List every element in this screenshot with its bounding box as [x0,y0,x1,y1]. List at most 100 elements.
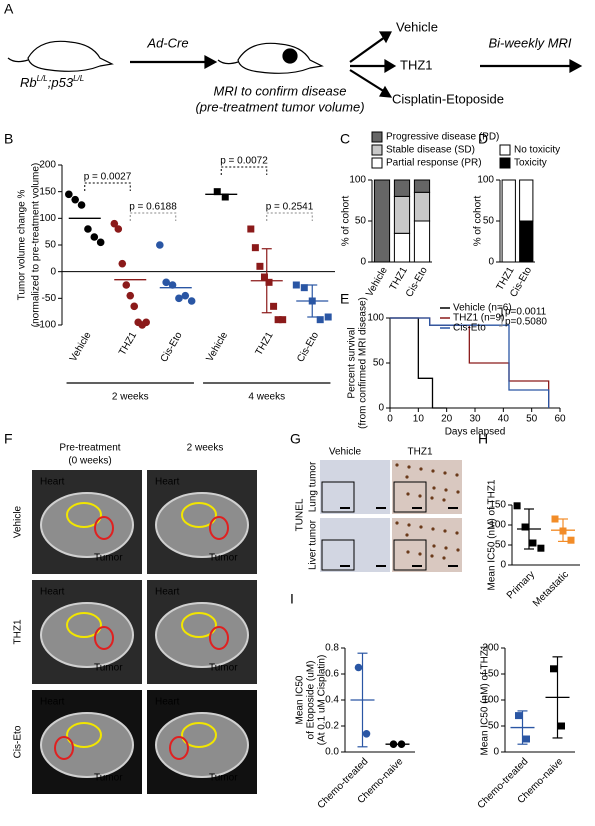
y-axis-label: % of cohort [473,195,484,246]
y-tick-label: 50 [45,240,57,251]
panel-label: G [290,431,301,447]
data-point [274,316,282,324]
stain-dot [432,544,436,548]
arrowhead [379,85,393,98]
data-point [567,536,575,544]
stain-dot [456,490,460,494]
stain-dot [430,554,434,558]
arm-label: THZ1 [400,57,433,72]
tumor-outline [209,516,229,540]
data-point [529,539,537,547]
mri-body [155,602,249,668]
significance-bracket [266,212,313,221]
data-point [324,313,332,321]
data-point [251,244,259,252]
data-point [130,302,139,311]
legend-label: Vehicle (n=6) [453,303,512,314]
y-tick-label: 0.4 [325,695,339,706]
bar-segment [501,179,516,263]
x-tick-label: 0 [387,414,393,425]
survival-curve [390,317,447,409]
inset [321,481,355,513]
data-point [515,712,522,720]
stain-dot [407,523,411,527]
group-label: 2 weeks [112,392,149,403]
stain-dot [443,529,447,533]
tumor-label: Tumor [94,553,123,564]
significance-bracket [84,182,131,191]
heart-label: Heart [155,587,180,598]
tumor-outline [94,626,114,650]
tumor-outline [54,736,74,760]
error-bar [517,710,528,745]
tumor-label: Tumor [209,663,238,674]
stain-dot [442,556,446,560]
y-axis-label: Percent survival [347,327,358,398]
y-axis-label: Tumor volume change % [17,189,28,300]
column-header: Pre-treatment [59,443,120,454]
data-point [316,316,324,324]
histology-image [392,518,462,572]
inset [321,539,355,571]
stain-dot [431,469,435,473]
row-label: THZ1 [13,619,24,644]
legend-swatch [499,144,511,156]
y-axis-label: Mean IC50 [295,675,306,724]
x-tick-label: 30 [469,414,481,425]
panel-label: B [4,131,13,147]
genotype-part: Rb [20,75,37,90]
y-tick-label: 100 [482,695,499,706]
p-value: p = 0.6188 [129,202,177,213]
data-point [114,225,123,233]
data-point [162,278,170,287]
stain-dot [406,550,410,554]
y-axis-label: (from confirmed MRI disease) [358,297,369,429]
histology-image [320,518,390,572]
y-tick-label: 50 [488,721,500,732]
stain-dot [444,546,448,550]
y-tick-label: 200 [482,643,499,654]
y-tick-label: 0.2 [325,721,339,732]
panel-label: E [340,291,349,307]
legend-label: Stable disease (SD) [386,145,475,156]
stain-dot [418,552,422,556]
stain-dot [395,463,399,467]
bar-segment [393,232,411,263]
data-point [521,523,529,531]
data-point [300,284,308,292]
y-tick-label: 200 [39,160,56,171]
data-point [292,281,300,289]
mri-body [40,492,134,558]
y-tick-label: 0 [378,403,384,414]
mri-body [40,712,134,778]
y-tick-label: 150 [39,186,56,197]
data-point [122,281,131,289]
stain-dot [430,496,434,500]
data-point [175,294,183,303]
stain-dot [407,465,411,469]
x-tick-label: THZ1 [117,330,139,358]
arrowhead [569,58,583,74]
stain-dot [419,467,423,471]
stain-dot [443,471,447,475]
y-tick-label: 100 [367,313,384,324]
genotype-part: L/L [37,74,48,83]
legend-label: No toxicity [514,145,560,156]
legend-swatch [371,131,383,143]
heart-outline [181,722,217,748]
legend-label: Toxicity [514,158,547,169]
tumor-outline [209,626,229,650]
y-tick-label: 100 [477,175,494,186]
row-label: Lung tumor [308,461,319,512]
x-tick-label: Vehicle [204,330,230,364]
y-tick-label: -50 [42,293,57,304]
column-header: (0 weeks) [68,456,111,467]
heart-outline [66,502,102,528]
y-tick-label: 0 [50,266,56,277]
panel-label: D [478,131,488,147]
significance-bracket [499,307,503,317]
heart-label: Heart [155,477,180,488]
arm-label: Cisplatin-Etoposide [392,91,504,106]
y-tick-label: 100 [39,213,56,224]
